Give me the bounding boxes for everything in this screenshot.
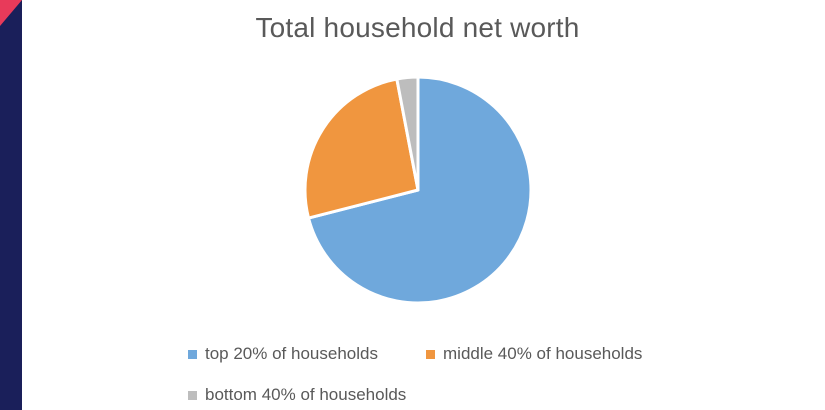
pie-slice-middle-40 xyxy=(303,77,420,220)
legend-swatch xyxy=(188,349,197,359)
side-accent-bar xyxy=(0,0,22,410)
pie-slice-bottom-40 xyxy=(395,75,420,192)
legend-item-bottom-40: bottom 40% of households xyxy=(188,385,406,405)
legend-label: middle 40% of households xyxy=(443,344,643,363)
legend-swatch xyxy=(188,390,197,400)
legend-item-top-20: top 20% of households xyxy=(188,344,378,364)
legend-label: top 20% of households xyxy=(205,344,378,363)
legend-swatch xyxy=(426,349,435,359)
corner-accent xyxy=(0,0,22,26)
pie-slice-top-20 xyxy=(307,75,533,305)
legend-item-middle-40: middle 40% of households xyxy=(426,344,642,364)
legend-label: bottom 40% of households xyxy=(205,385,407,404)
chart-title: Total household net worth xyxy=(255,12,580,43)
